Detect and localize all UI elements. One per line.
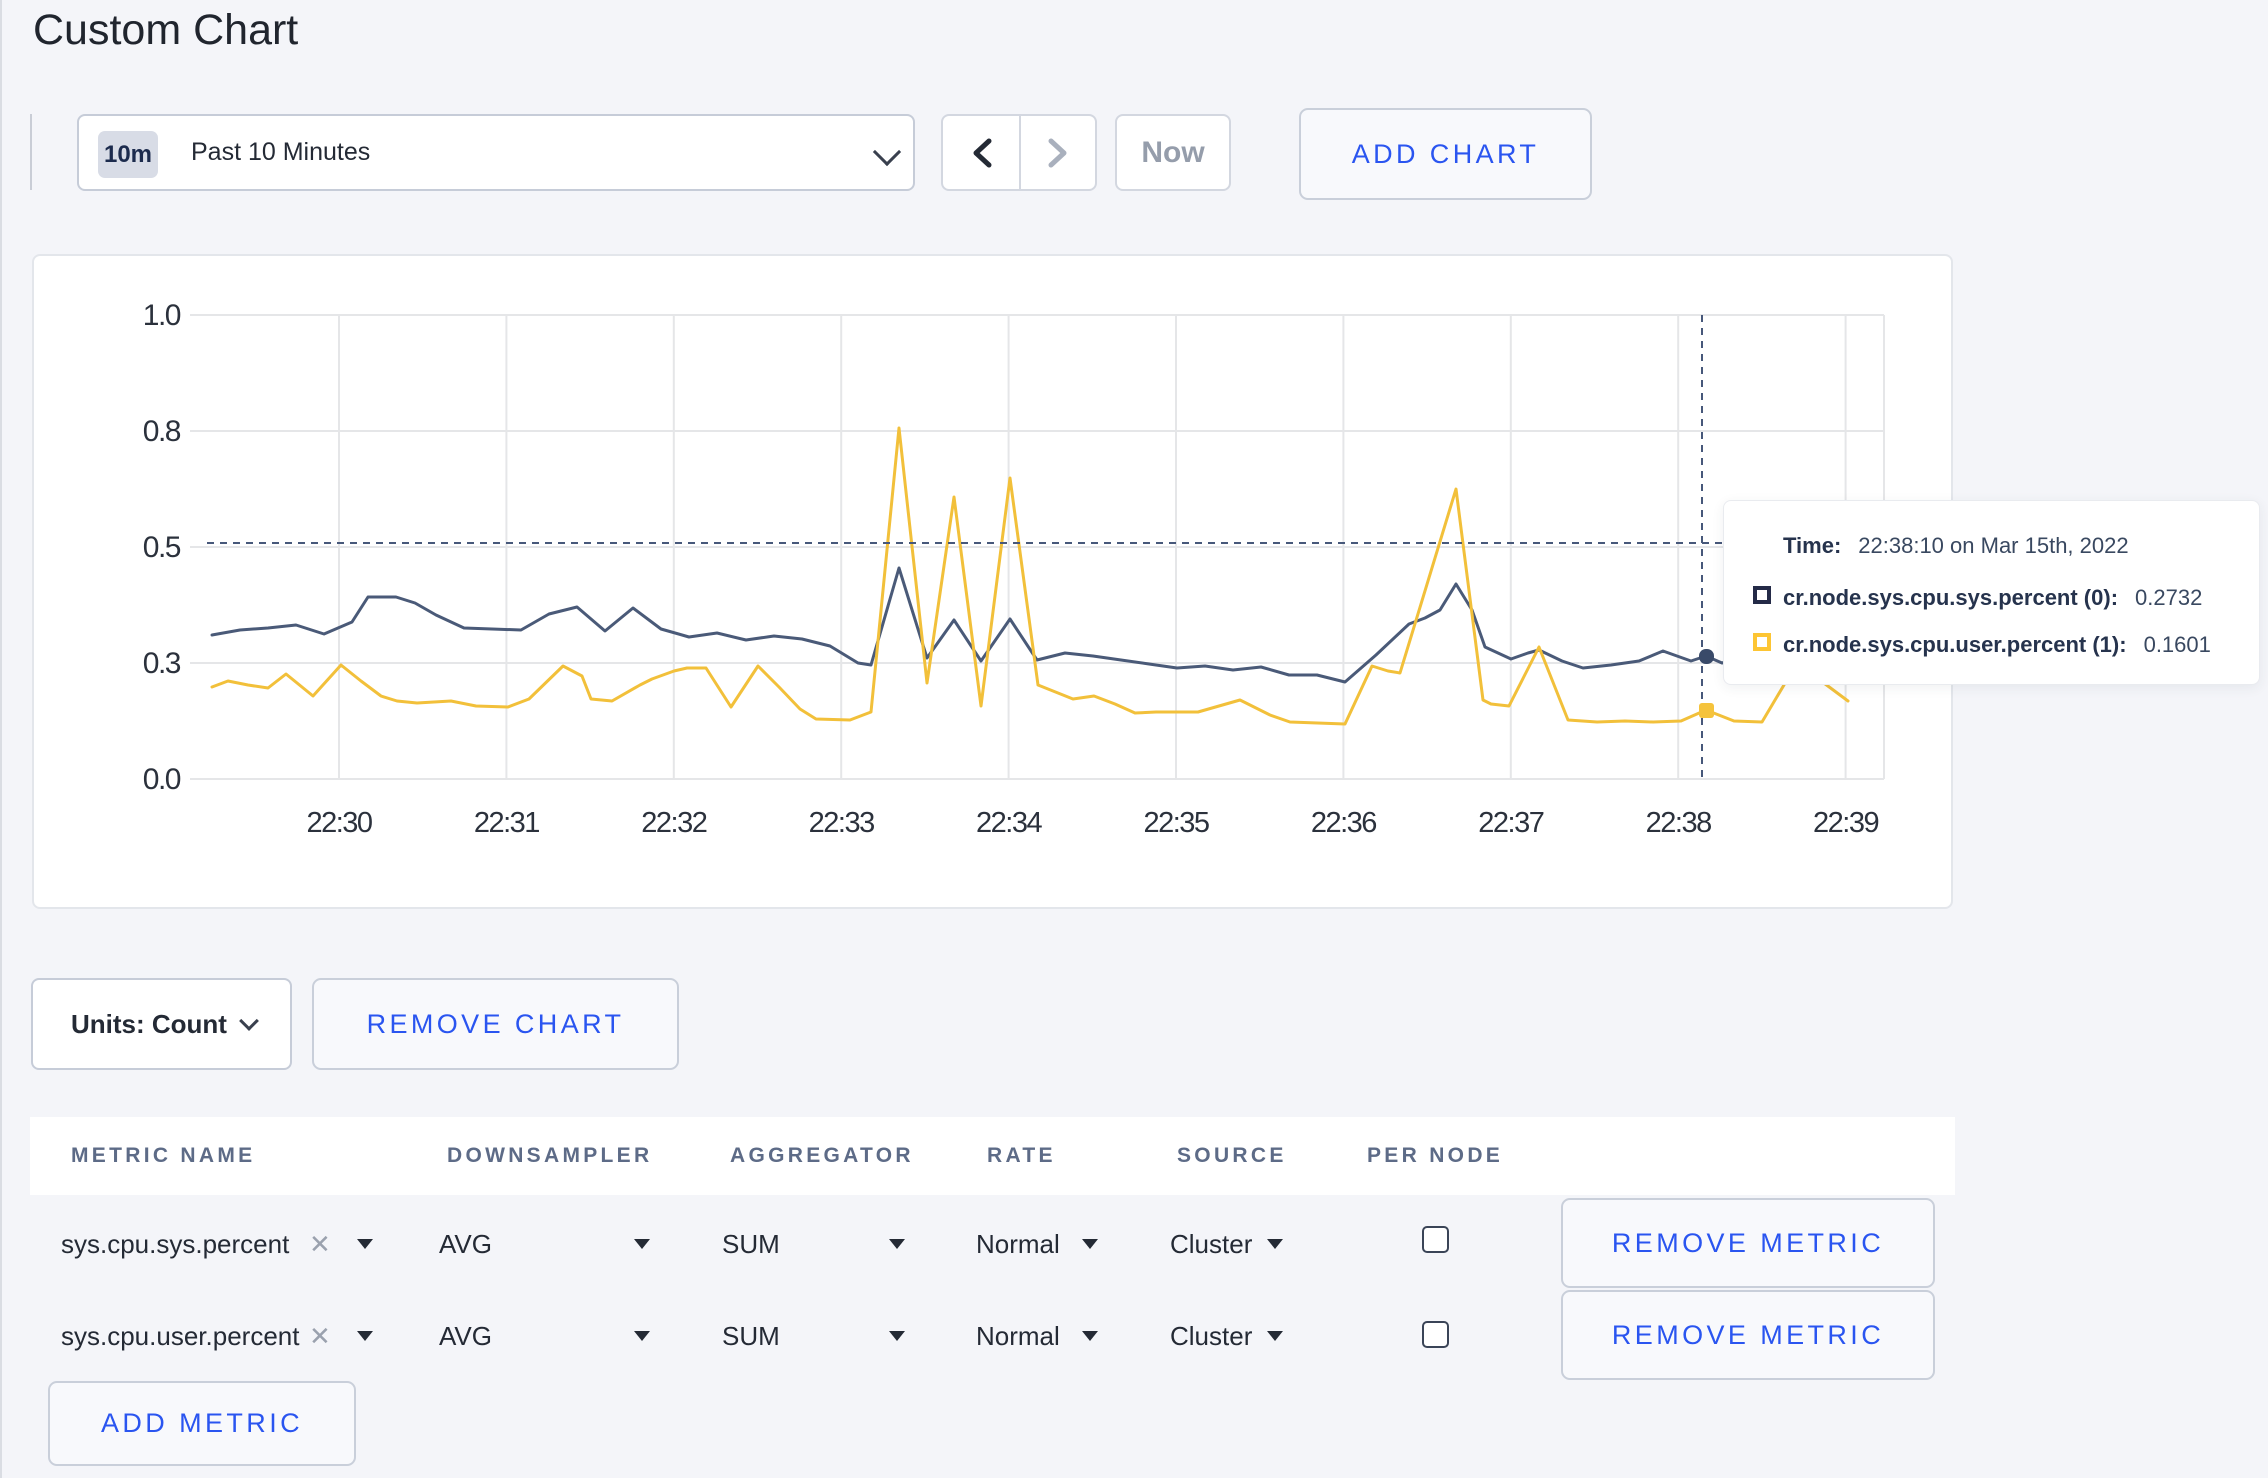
svg-text:22:35: 22:35 — [1143, 807, 1208, 839]
svg-text:22:36: 22:36 — [1311, 807, 1376, 839]
svg-text:22:38: 22:38 — [1646, 807, 1711, 839]
svg-text:1.0: 1.0 — [143, 299, 181, 332]
svg-text:22:31: 22:31 — [474, 807, 539, 839]
svg-text:22:39: 22:39 — [1813, 807, 1878, 839]
svg-text:22:32: 22:32 — [641, 807, 706, 839]
svg-text:22:37: 22:37 — [1478, 807, 1543, 839]
svg-text:0.0: 0.0 — [143, 763, 181, 796]
svg-text:22:34: 22:34 — [976, 807, 1042, 839]
svg-text:0.3: 0.3 — [143, 647, 181, 680]
svg-text:22:30: 22:30 — [306, 807, 371, 839]
svg-text:0.8: 0.8 — [143, 415, 181, 448]
svg-text:22:33: 22:33 — [809, 807, 874, 839]
svg-text:0.5: 0.5 — [143, 531, 181, 564]
